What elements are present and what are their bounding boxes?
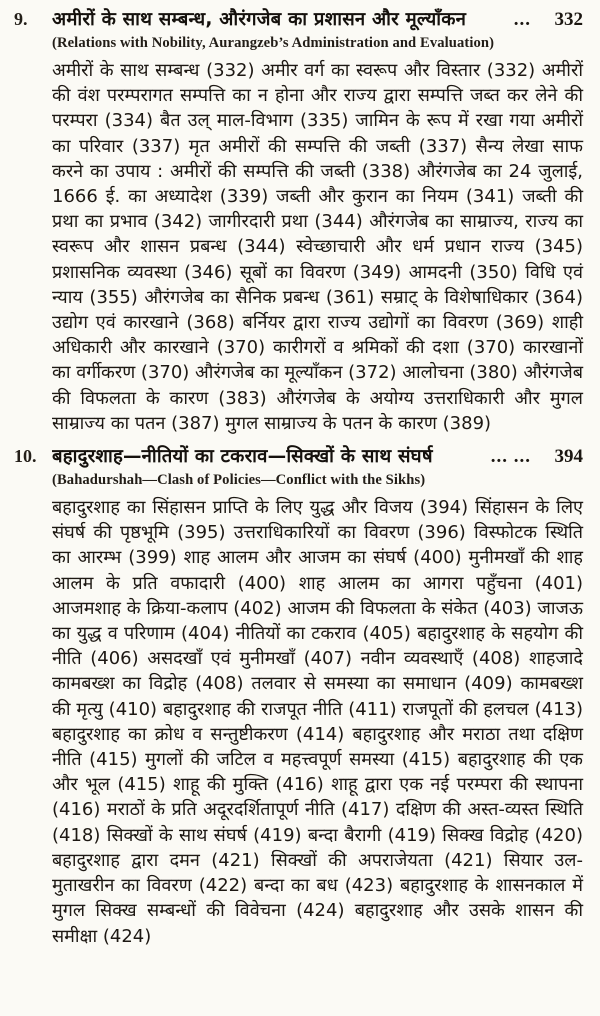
toc-entry-chapter-9: 9. अमीरों के साथ सम्बन्ध, औरंगजेब का प्र… bbox=[14, 6, 583, 436]
chapter-number: 10. bbox=[14, 446, 37, 467]
leader-dots: ... ... bbox=[490, 446, 531, 468]
chapter-title-hindi: बहादुरशाह—नीतियों का टकराव—सिक्खों के सा… bbox=[52, 446, 433, 468]
toc-entry-chapter-10: 10. बहादुरशाह—नीतियों का टकराव—सिक्खों क… bbox=[14, 443, 583, 949]
chapter-number: 9. bbox=[14, 9, 28, 29]
chapter-heading: 9. अमीरों के साथ सम्बन्ध, औरंगजेब का प्र… bbox=[14, 6, 583, 33]
chapter-page-number: 332 bbox=[554, 9, 584, 30]
chapter-topic-list: बहादुरशाह का सिंहासन प्राप्ति के लिए युद… bbox=[52, 497, 583, 947]
chapter-heading: 10. बहादुरशाह—नीतियों का टकराव—सिक्खों क… bbox=[14, 443, 583, 470]
chapter-topic-list: अमीरों के साथ सम्बन्ध (332) अमीर वर्ग का… bbox=[52, 60, 584, 434]
chapter-subtitle-english: (Bahadurshah—Clash of Policies—Conflict … bbox=[52, 472, 426, 489]
leader-dots: ... bbox=[513, 9, 531, 30]
chapter-page-number: 394 bbox=[554, 446, 584, 468]
chapter-title-hindi: अमीरों के साथ सम्बन्ध, औरंगजेब का प्रशास… bbox=[52, 9, 467, 30]
chapter-subtitle-english: (Relations with Nobility, Aurangzeb’s Ad… bbox=[52, 35, 495, 51]
